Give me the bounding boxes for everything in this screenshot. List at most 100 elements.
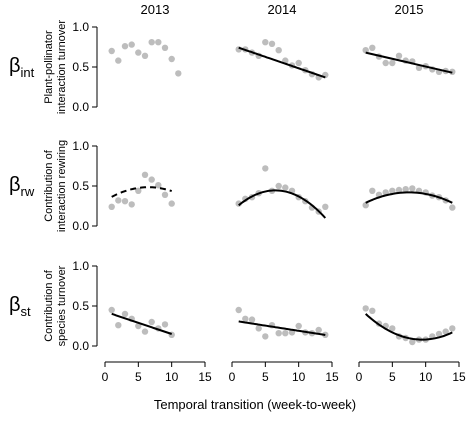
data-point — [148, 39, 155, 46]
data-point — [389, 59, 396, 67]
data-point — [235, 306, 242, 314]
fit-line — [111, 186, 173, 198]
y-tick-label: 1.0 — [72, 139, 89, 153]
data-point — [141, 328, 149, 335]
data-point — [121, 43, 129, 50]
fit-line — [365, 191, 453, 204]
x-tick-label: 0 — [229, 370, 236, 384]
x-axis-2015: 0 5 10 15 — [356, 361, 466, 384]
x-tick-label: 15 — [325, 370, 339, 384]
x-tick-label: 5 — [262, 370, 269, 384]
x-tick-label: 0 — [102, 370, 109, 384]
y-tick-label: 0.5 — [72, 179, 89, 193]
data-point — [148, 318, 155, 326]
data-point — [148, 176, 155, 183]
data-point — [362, 47, 369, 54]
y-axis-row-3: 0.0 0.5 1.0 — [72, 259, 98, 353]
data-point — [382, 59, 389, 67]
x-tick-label: 10 — [292, 370, 306, 384]
panel-st-2013 — [108, 306, 175, 338]
y-tick-label: 1.0 — [72, 20, 89, 34]
ylabel-beta-st-line2: species turnover — [56, 265, 68, 346]
y-tick-label: 0.5 — [72, 299, 89, 313]
data-point — [128, 201, 135, 208]
data-point — [108, 47, 115, 55]
fit-line — [365, 313, 453, 341]
data-point — [268, 40, 276, 47]
data-point — [161, 44, 169, 51]
x-tick-label: 5 — [389, 370, 396, 384]
data-point — [175, 70, 182, 77]
data-point — [255, 325, 262, 332]
fit-line — [238, 189, 327, 219]
panels: 0.00.51.00.00.51.00.00.51.00 5 10 15 0 5 10 15 0… — [72, 20, 466, 384]
beta-rw-symbol: βrw — [9, 174, 35, 199]
y-tick-label: 0.5 — [72, 60, 89, 74]
beta-st-symbol: βst — [9, 294, 31, 319]
data-point — [449, 325, 456, 332]
row-label-beta-st: βst Contribution of species turnover — [9, 265, 68, 346]
data-point — [121, 310, 129, 318]
data-point — [442, 328, 449, 335]
data-point — [135, 187, 142, 194]
x-tick-label: 10 — [419, 370, 433, 384]
x-tick-label: 0 — [356, 370, 363, 384]
x-axis-2014: 0 5 10 15 — [229, 361, 339, 384]
data-point — [395, 52, 403, 59]
x-tick-label: 10 — [165, 370, 179, 384]
data-point — [128, 41, 135, 48]
data-point — [295, 59, 302, 67]
panel-st-2015 — [362, 305, 456, 346]
data-point — [161, 191, 169, 198]
data-point — [369, 187, 376, 194]
data-point — [435, 330, 443, 338]
x-tick-label: 5 — [135, 370, 142, 384]
data-point — [362, 305, 369, 312]
fit-line — [111, 312, 173, 335]
data-point — [395, 186, 403, 194]
data-point — [135, 322, 142, 330]
data-point — [155, 182, 162, 189]
panel-rw-2015 — [362, 185, 456, 211]
data-point — [168, 55, 175, 63]
column-title-2015: 2015 — [395, 2, 424, 17]
data-point — [135, 49, 142, 56]
data-point — [115, 197, 122, 204]
x-axis-label: Temporal transition (week-to-week) — [154, 397, 356, 412]
x-tick-label: 15 — [198, 370, 212, 384]
x-axis-2013: 0 5 10 15 — [102, 361, 212, 384]
data-point — [389, 187, 396, 194]
panel-int-2013 — [108, 39, 182, 77]
y-tick-label: 0.0 — [72, 219, 89, 233]
data-point — [369, 44, 376, 51]
data-point — [295, 322, 302, 330]
data-point — [322, 203, 329, 210]
row-label-beta-int: βint Plant-pollinator interaction turnov… — [9, 20, 68, 114]
data-point — [141, 171, 149, 178]
data-point — [168, 200, 175, 207]
y-axis-row-2: 0.0 0.5 1.0 — [72, 139, 98, 233]
ylabel-beta-rw-line1: Contribution of — [43, 149, 55, 221]
data-point — [409, 338, 416, 346]
data-point — [449, 204, 456, 211]
panel-rw-2014 — [235, 165, 329, 219]
data-point — [409, 185, 416, 192]
data-point — [275, 330, 282, 337]
data-point — [369, 307, 376, 314]
data-point — [121, 198, 129, 205]
data-point — [108, 203, 115, 210]
ylabel-beta-rw-line2: interaction rewiring — [56, 140, 68, 232]
ylabel-beta-int-line1: Plant-pollinator — [43, 30, 55, 104]
fit-line — [238, 46, 326, 79]
data-point — [155, 39, 162, 46]
panel-st-2014 — [235, 306, 329, 340]
data-point — [115, 322, 122, 329]
data-point — [242, 315, 249, 322]
data-point — [282, 184, 289, 191]
row-label-beta-rw: βrw Contribution of interaction rewiring — [9, 140, 68, 232]
data-point — [402, 186, 409, 193]
data-point — [275, 47, 282, 54]
column-title-2013: 2013 — [141, 2, 170, 17]
fit-line — [365, 51, 453, 74]
